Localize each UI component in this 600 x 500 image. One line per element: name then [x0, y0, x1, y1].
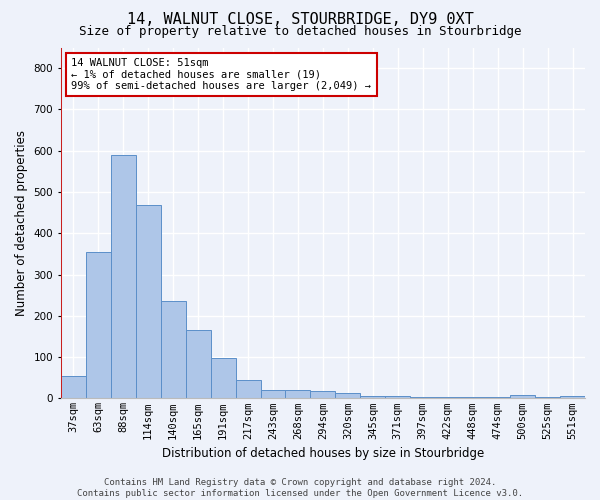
Bar [485, 396, 510, 398]
Bar [185, 330, 211, 398]
Bar [460, 396, 485, 398]
Bar [385, 396, 410, 398]
Bar [560, 396, 585, 398]
Bar [136, 205, 161, 398]
Bar [61, 376, 86, 398]
Bar [161, 300, 185, 398]
Bar [211, 358, 236, 399]
Bar [535, 396, 560, 398]
Bar [335, 392, 361, 398]
Text: Contains HM Land Registry data © Crown copyright and database right 2024.
Contai: Contains HM Land Registry data © Crown c… [77, 478, 523, 498]
Bar [410, 396, 435, 398]
Bar [86, 252, 111, 398]
Bar [310, 391, 335, 398]
Bar [286, 390, 310, 398]
Bar [435, 396, 460, 398]
Bar [236, 380, 260, 398]
Y-axis label: Number of detached properties: Number of detached properties [15, 130, 28, 316]
Text: Size of property relative to detached houses in Stourbridge: Size of property relative to detached ho… [79, 25, 521, 38]
Bar [111, 155, 136, 398]
X-axis label: Distribution of detached houses by size in Stourbridge: Distribution of detached houses by size … [162, 447, 484, 460]
Bar [260, 390, 286, 398]
Text: 14 WALNUT CLOSE: 51sqm
← 1% of detached houses are smaller (19)
99% of semi-deta: 14 WALNUT CLOSE: 51sqm ← 1% of detached … [71, 58, 371, 91]
Bar [361, 396, 385, 398]
Bar [510, 395, 535, 398]
Text: 14, WALNUT CLOSE, STOURBRIDGE, DY9 0XT: 14, WALNUT CLOSE, STOURBRIDGE, DY9 0XT [127, 12, 473, 28]
